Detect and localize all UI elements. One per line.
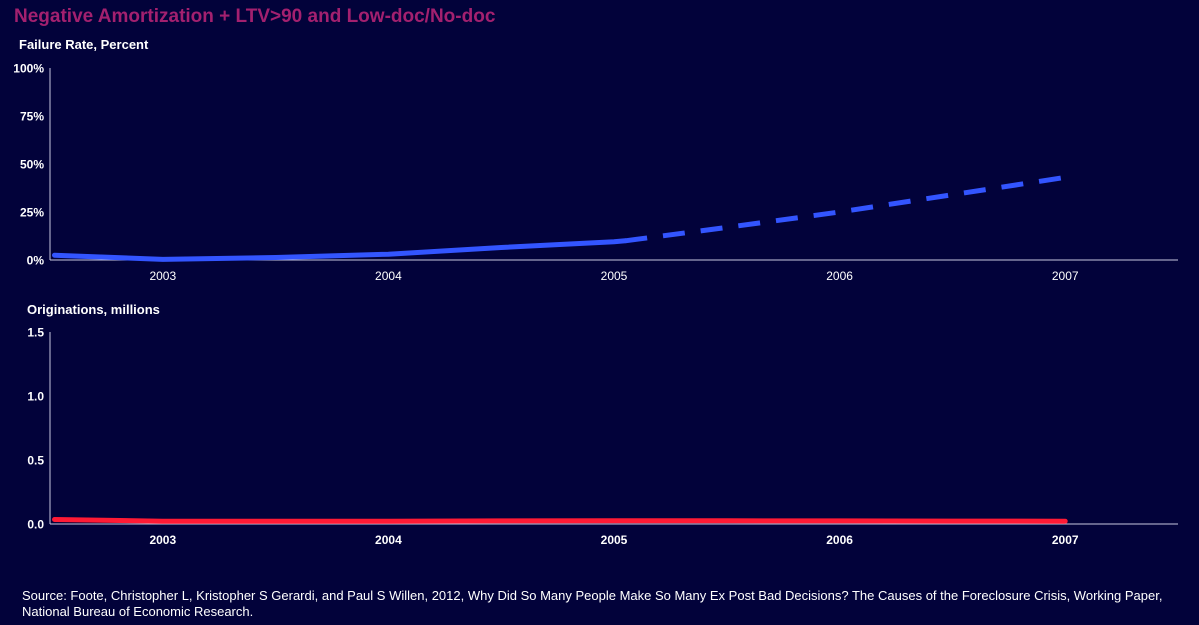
failure-rate-y-tick-label: 50% (20, 158, 44, 172)
originations-axis-label: Originations, millions (27, 302, 160, 317)
failure-rate-x-tick-label: 2006 (826, 269, 853, 283)
originations-x-tick-label: 2006 (826, 533, 853, 547)
originations-x-tick-label: 2003 (149, 533, 176, 547)
originations-x-tick-label: 2007 (1052, 533, 1079, 547)
failure-rate-x-tick-label: 2007 (1052, 269, 1079, 283)
originations-series-line-solid (52, 517, 1068, 524)
failure-rate-x-tick-label: 2003 (149, 269, 176, 283)
originations-chart: 0.0 0.5 1.0 1.5 2003 2004 2005 2006 2007 (27, 326, 1178, 547)
failure-rate-series-line-solid (52, 238, 628, 262)
failure-rate-chart: 0% 25% 50% 75% 100% 2003 2004 2005 2006 2007 (13, 62, 1178, 283)
source-note: Source: Foote, Christopher L, Kristopher… (22, 588, 1163, 619)
originations-y-tick-label: 0.0 (27, 518, 44, 532)
originations-y-tick-label: 0.5 (27, 454, 44, 468)
failure-rate-series-line-dashed (624, 174, 1066, 244)
chart-title: Negative Amortization + LTV>90 and Low-d… (14, 6, 496, 27)
failure-rate-y-tick-label: 100% (13, 62, 44, 76)
originations-x-tick-label: 2005 (601, 533, 628, 547)
failure-rate-y-tick-label: 75% (20, 110, 44, 124)
originations-x-tick-label: 2004 (375, 533, 402, 547)
originations-y-tick-label: 1.0 (27, 390, 44, 404)
failure-rate-axis-label: Failure Rate, Percent (19, 37, 149, 52)
failure-rate-x-tick-label: 2004 (375, 269, 402, 283)
failure-rate-y-tick-label: 25% (20, 206, 44, 220)
originations-y-tick-label: 1.5 (27, 326, 44, 340)
failure-rate-y-tick-label: 0% (27, 254, 45, 268)
failure-rate-x-tick-label: 2005 (601, 269, 628, 283)
